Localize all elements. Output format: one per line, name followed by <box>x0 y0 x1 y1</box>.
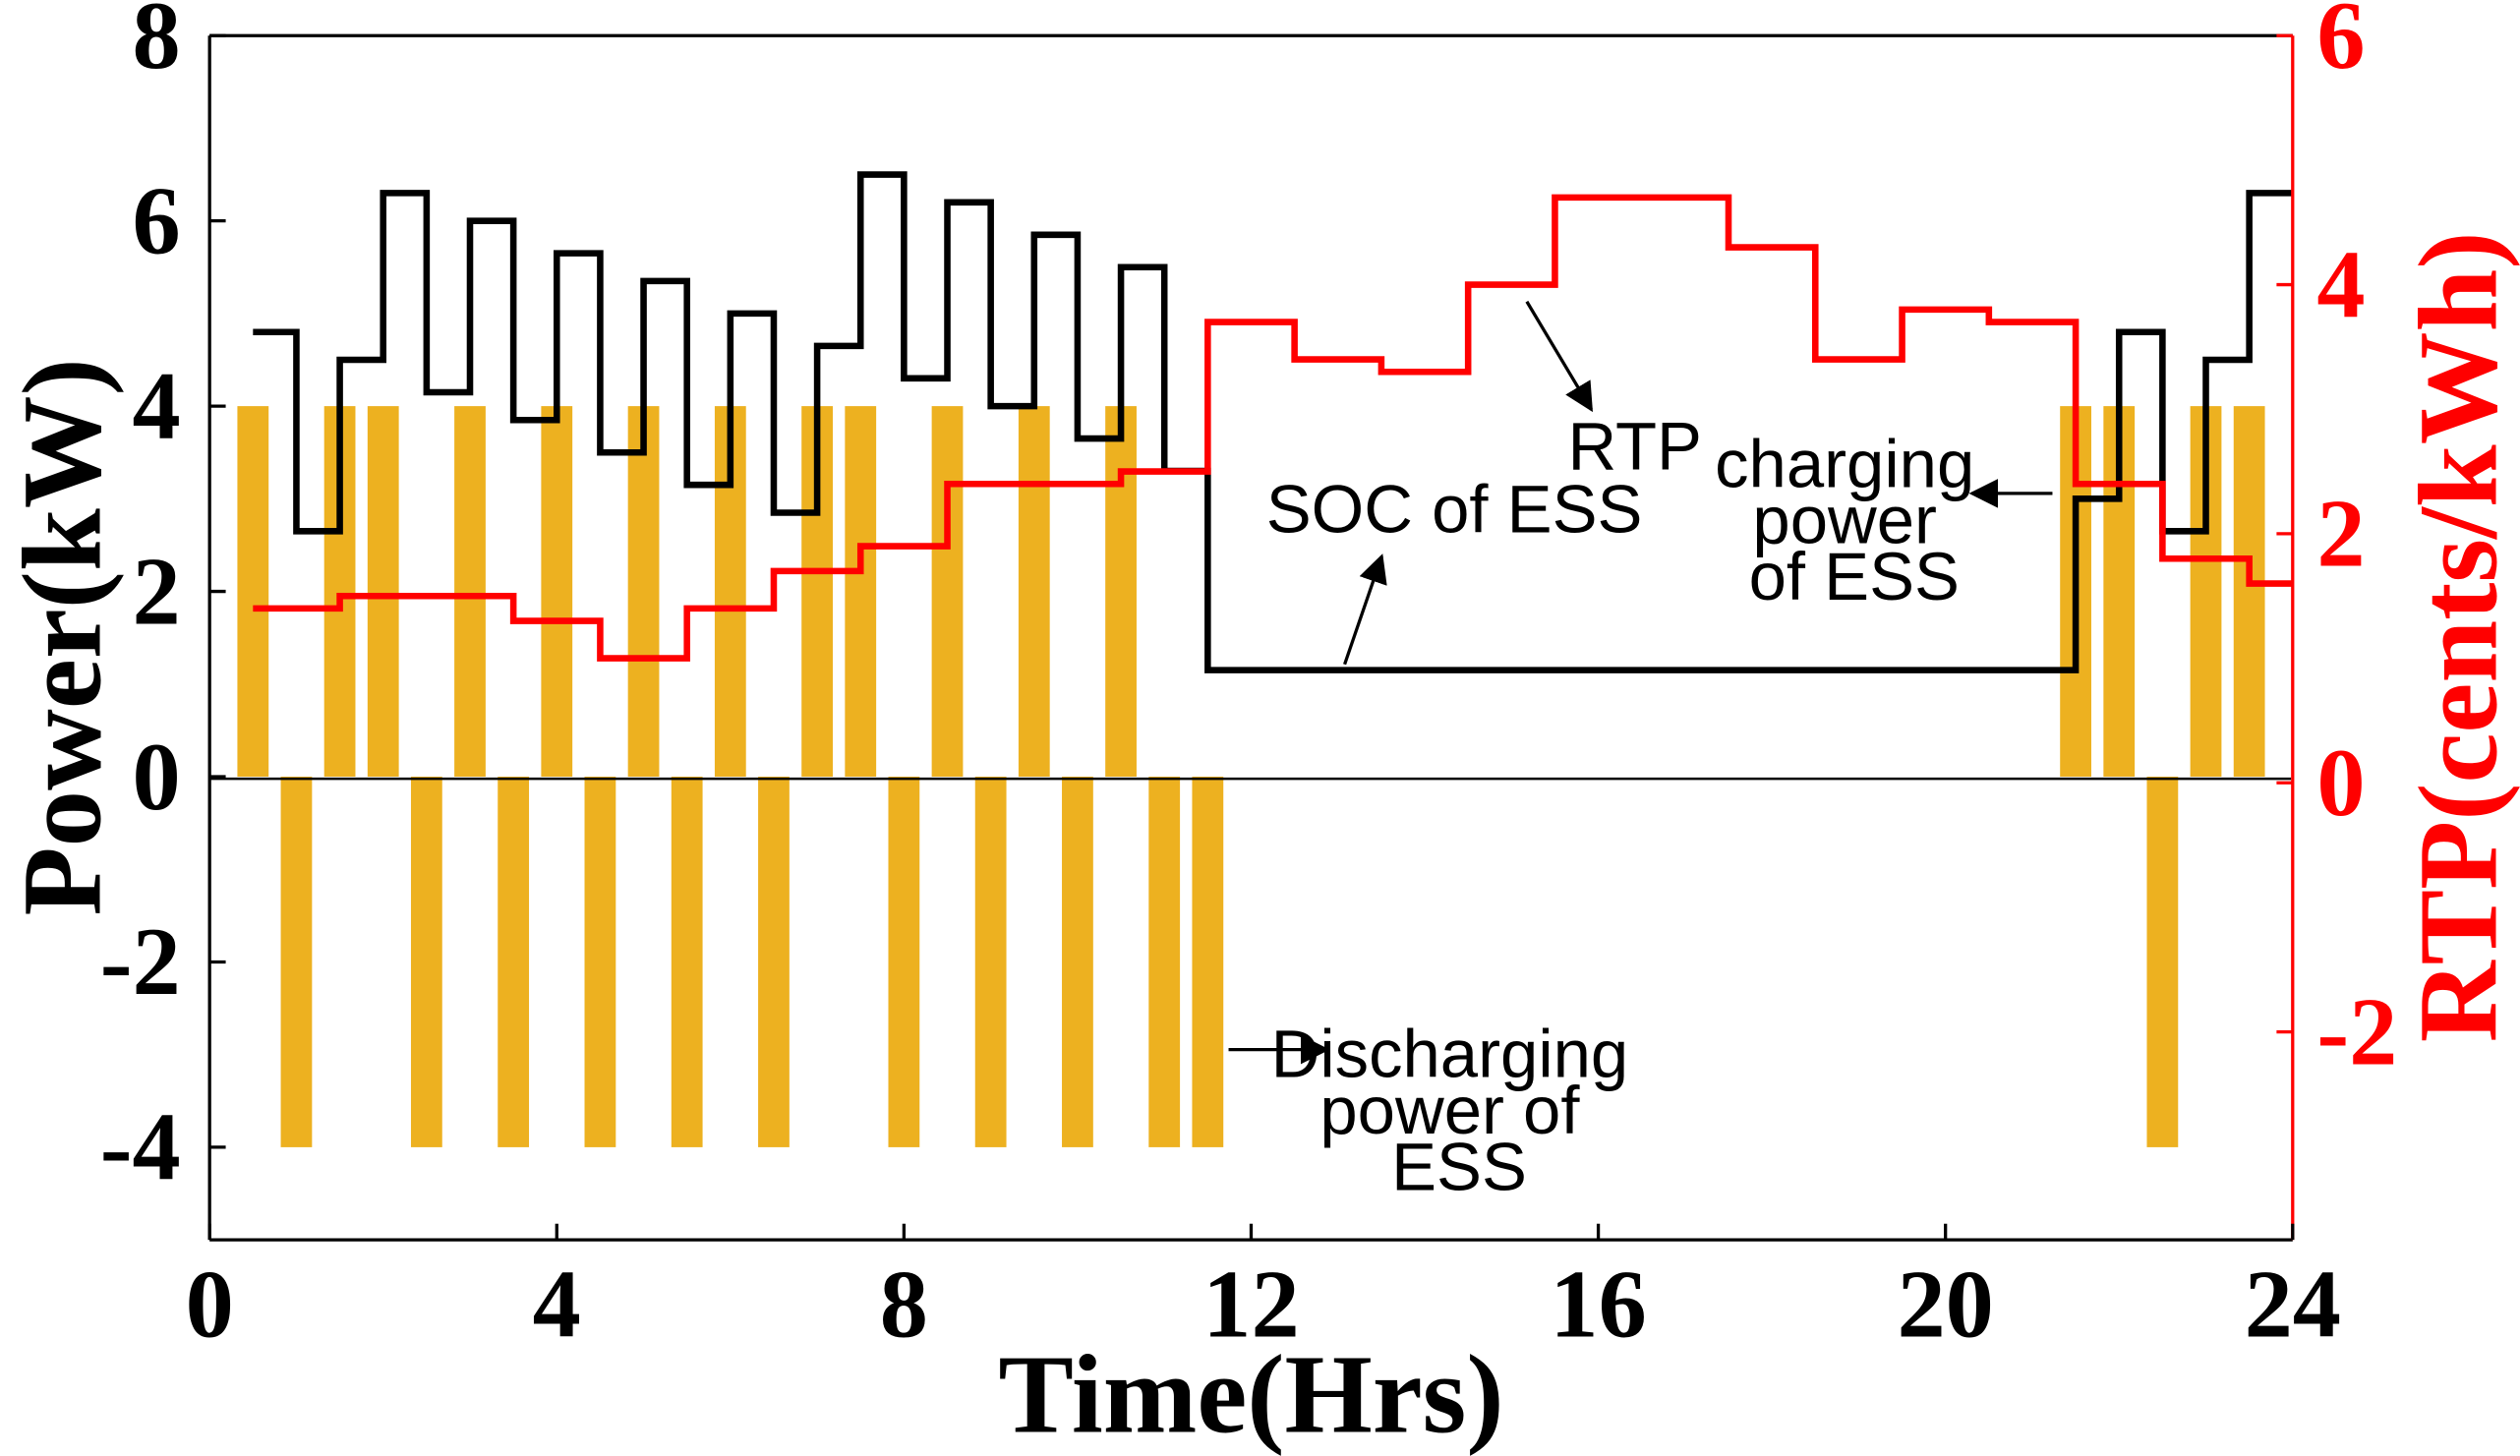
charging-bar-8 <box>845 406 877 778</box>
x-tick-label-1: 4 <box>533 1252 581 1359</box>
discharging-bar-6 <box>888 777 920 1147</box>
discharging-annotation: Discharging power of ESS <box>1271 1017 1648 1205</box>
discharging-bar-0 <box>280 777 313 1147</box>
charging-bar-4 <box>541 406 573 778</box>
discharging-annotation-line1: Discharging <box>1271 1017 1629 1092</box>
right-y-tick-label-3: 4 <box>2316 231 2365 338</box>
x-tick-label-6: 24 <box>2245 1252 2341 1359</box>
charging-bar-11 <box>1105 406 1137 778</box>
discharging-bar-2 <box>498 777 530 1147</box>
y-tick-label-6: 8 <box>132 0 180 89</box>
x-tick-label-2: 8 <box>880 1252 928 1359</box>
x-tick-label-4: 16 <box>1550 1252 1646 1359</box>
right-y-axis-ticks: -2 0 2 4 6 <box>2276 0 2397 1085</box>
right-y-tick-label-0: -2 <box>2316 978 2397 1085</box>
y-axis-label: Power(kW) <box>0 358 125 915</box>
y-tick-label-4: 4 <box>132 353 180 460</box>
right-y-axis-label: RTP(cents/kWh) <box>2395 231 2520 1042</box>
x-axis-ticks: 0 4 8 12 16 20 24 <box>186 1223 2341 1359</box>
discharging-bar-8 <box>1062 777 1093 1147</box>
discharging-bar-5 <box>758 777 790 1147</box>
y-tick-label-3: 2 <box>132 538 180 645</box>
x-tick-label-3: 12 <box>1202 1252 1299 1359</box>
soc-annotation-arrow <box>1343 553 1387 666</box>
x-axis-label: Time(Hrs) <box>998 1331 1503 1456</box>
y-axis-ticks: -4 -2 0 2 4 6 8 <box>100 0 226 1201</box>
charging-annotation-line1: charging <box>1715 426 1974 501</box>
x-tick-label-0: 0 <box>186 1252 234 1359</box>
discharging-bar-11 <box>2146 777 2179 1147</box>
soc-annotation: SOC of ESS <box>1266 471 1643 547</box>
discharging-annotation-line2: power of <box>1319 1073 1580 1148</box>
right-y-tick-label-4: 6 <box>2316 0 2365 89</box>
charging-bar-3 <box>454 406 486 778</box>
charging-bar-0 <box>237 406 269 778</box>
charging-annotation-line2: power <box>1752 483 1937 558</box>
discharging-bar-7 <box>974 777 1007 1147</box>
rtp-line <box>253 194 2293 662</box>
charging-bar-10 <box>1018 406 1050 778</box>
charging-bar-5 <box>627 406 660 778</box>
x-tick-label-5: 20 <box>1897 1252 1993 1359</box>
charging-bar-2 <box>367 406 399 778</box>
rtp-annotation-arrow <box>1525 300 1593 413</box>
discharging-bar-10 <box>1192 777 1224 1147</box>
y-tick-label-5: 6 <box>132 167 180 274</box>
discharging-annotation-line3: ESS <box>1391 1129 1527 1204</box>
y-tick-label-0: -4 <box>100 1094 181 1201</box>
right-y-tick-label-1: 0 <box>2316 729 2365 837</box>
charging-bar-15 <box>2233 406 2265 778</box>
charging-annotation-line3: of ESS <box>1749 539 1960 614</box>
charging-annotation: charging power of ESS <box>1715 426 1993 614</box>
y-tick-label-1: -2 <box>100 908 181 1016</box>
discharging-bar-1 <box>410 777 442 1147</box>
discharging-bar-9 <box>1148 777 1181 1147</box>
discharging-bar-4 <box>671 777 703 1147</box>
rtp-annotation: RTP <box>1568 408 1702 484</box>
y-tick-label-2: 0 <box>132 724 180 831</box>
charging-bar-9 <box>931 406 964 778</box>
ess-power-bars <box>237 406 2265 1147</box>
right-y-tick-label-2: 2 <box>2316 481 2365 588</box>
discharging-bar-3 <box>584 777 616 1147</box>
soc-line <box>253 171 2293 673</box>
